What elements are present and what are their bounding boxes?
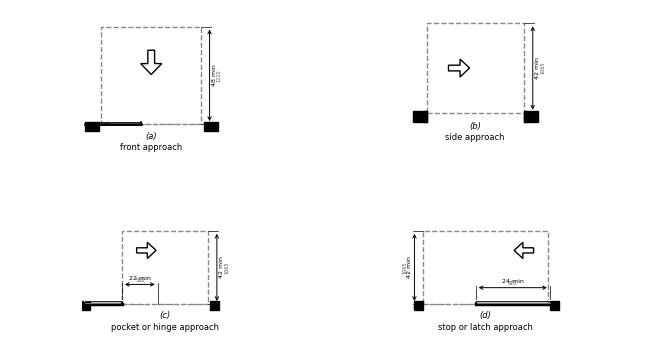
Text: (c): (c) bbox=[160, 311, 171, 321]
Text: (b): (b) bbox=[470, 122, 481, 131]
Bar bbox=[209, 301, 219, 310]
Text: side approach: side approach bbox=[445, 133, 505, 142]
Bar bbox=[204, 122, 218, 131]
Bar bbox=[524, 111, 538, 122]
Bar bbox=[426, 24, 524, 113]
Text: 42 min: 42 min bbox=[535, 57, 540, 79]
Text: (a): (a) bbox=[145, 131, 157, 140]
Text: 1220: 1220 bbox=[217, 69, 222, 82]
Text: 1065: 1065 bbox=[402, 261, 407, 274]
Text: stop or latch approach: stop or latch approach bbox=[438, 323, 533, 332]
Text: 24 min: 24 min bbox=[502, 280, 524, 285]
Bar bbox=[424, 111, 426, 122]
Text: 560: 560 bbox=[135, 278, 145, 283]
Text: 42 min: 42 min bbox=[219, 257, 224, 278]
Bar bbox=[101, 27, 201, 124]
Bar bbox=[423, 231, 548, 304]
Text: (d): (d) bbox=[480, 311, 492, 321]
Text: 610: 610 bbox=[508, 281, 517, 286]
Bar bbox=[550, 301, 559, 310]
Text: 22 min: 22 min bbox=[129, 276, 151, 281]
Bar bbox=[413, 111, 426, 122]
Bar bbox=[85, 122, 99, 131]
Text: front approach: front approach bbox=[120, 143, 182, 152]
Bar bbox=[82, 301, 90, 310]
Bar bbox=[122, 231, 208, 304]
Text: 48 min: 48 min bbox=[212, 65, 217, 86]
Text: pocket or hinge approach: pocket or hinge approach bbox=[111, 323, 219, 332]
Text: 42 min: 42 min bbox=[407, 257, 412, 278]
Bar bbox=[524, 111, 526, 122]
Bar bbox=[415, 301, 423, 310]
Text: 1065: 1065 bbox=[540, 62, 545, 74]
Text: 1065: 1065 bbox=[224, 261, 229, 274]
